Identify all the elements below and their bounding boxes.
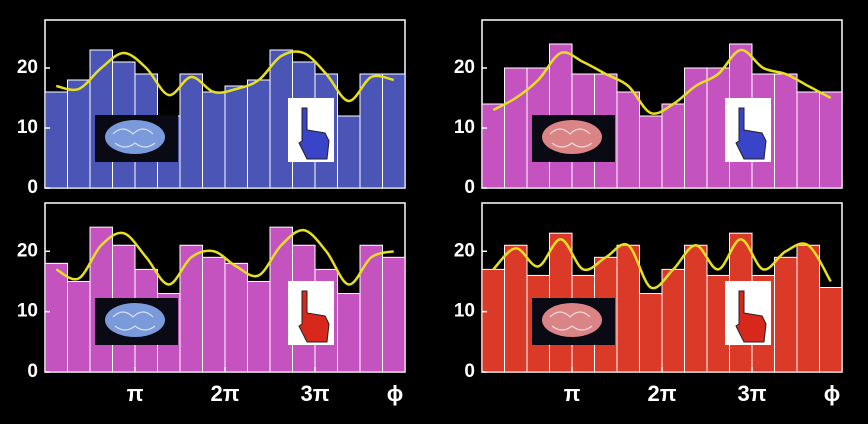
brain-icon [542,120,602,154]
bar [224,85,248,189]
bar [639,293,663,373]
bar [202,91,226,189]
bar [67,280,91,373]
bar [774,256,798,373]
bar [661,268,685,373]
brain-icon [105,303,165,337]
curve [55,228,395,286]
brain-icon [542,303,602,337]
icons [95,98,334,162]
bar [359,244,383,373]
bar [44,262,68,373]
y-tick-label: 0 [464,361,475,382]
y-tick-label: 20 [17,57,38,78]
bar [481,103,505,189]
y-tick-label: 20 [17,240,38,261]
bar [796,244,820,373]
bar [796,91,820,189]
bar [774,73,798,189]
bar [481,268,505,373]
y-tick-label: 20 [454,57,475,78]
hand-icon [298,290,330,343]
icons [532,281,771,345]
bar [382,256,406,373]
bar [382,73,406,189]
x-axis-label: ϕ [387,381,404,406]
y-tick-label: 10 [454,117,475,138]
bar [639,115,663,189]
brain-icon [105,120,165,154]
y-tick-label: 10 [454,301,475,322]
bar [504,244,528,373]
hand-icon [735,290,767,343]
curve [492,237,832,290]
hand-icon [298,107,330,160]
x-tick-label: 3π [737,381,766,406]
y-tick-label: 10 [17,301,38,322]
x-axis-label: ϕ [824,381,841,406]
bar [684,244,708,373]
curve [492,48,832,115]
y-tick-label: 0 [27,177,38,198]
y-tick-label: 0 [27,361,38,382]
x-tick-label: 2π [647,381,676,406]
brain-folds [549,128,593,148]
bar [504,67,528,189]
bar [202,256,226,373]
brain-folds [112,311,156,331]
y-tick-label: 0 [464,177,475,198]
bar [359,73,383,189]
curve [55,50,395,103]
bar [337,115,361,189]
icons [95,281,334,345]
bar [67,79,91,189]
x-tick-label: π [127,381,144,406]
bar [819,287,843,373]
bar [616,91,640,189]
x-tick-label: π [564,381,581,406]
bar [616,244,640,373]
bar [179,73,203,189]
y-tick-label: 10 [17,117,38,138]
brain-folds [112,128,156,148]
bar [179,244,203,373]
bar [44,91,68,189]
bar [819,91,843,189]
icons [532,98,771,162]
brain-folds [549,311,593,331]
bar [247,79,271,189]
hand-icon [735,107,767,160]
x-tick-label: 3π [300,381,329,406]
bar [247,280,271,373]
bar [224,262,248,373]
y-tick-label: 20 [454,240,475,261]
x-tick-label: 2π [210,381,239,406]
bar [337,293,361,373]
bar [661,103,685,189]
